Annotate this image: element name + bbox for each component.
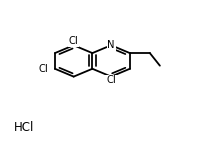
Text: Cl: Cl (68, 36, 78, 46)
Text: N: N (107, 40, 114, 50)
Text: HCl: HCl (13, 121, 34, 134)
Text: Cl: Cl (39, 64, 48, 74)
Text: Cl: Cl (106, 75, 115, 85)
